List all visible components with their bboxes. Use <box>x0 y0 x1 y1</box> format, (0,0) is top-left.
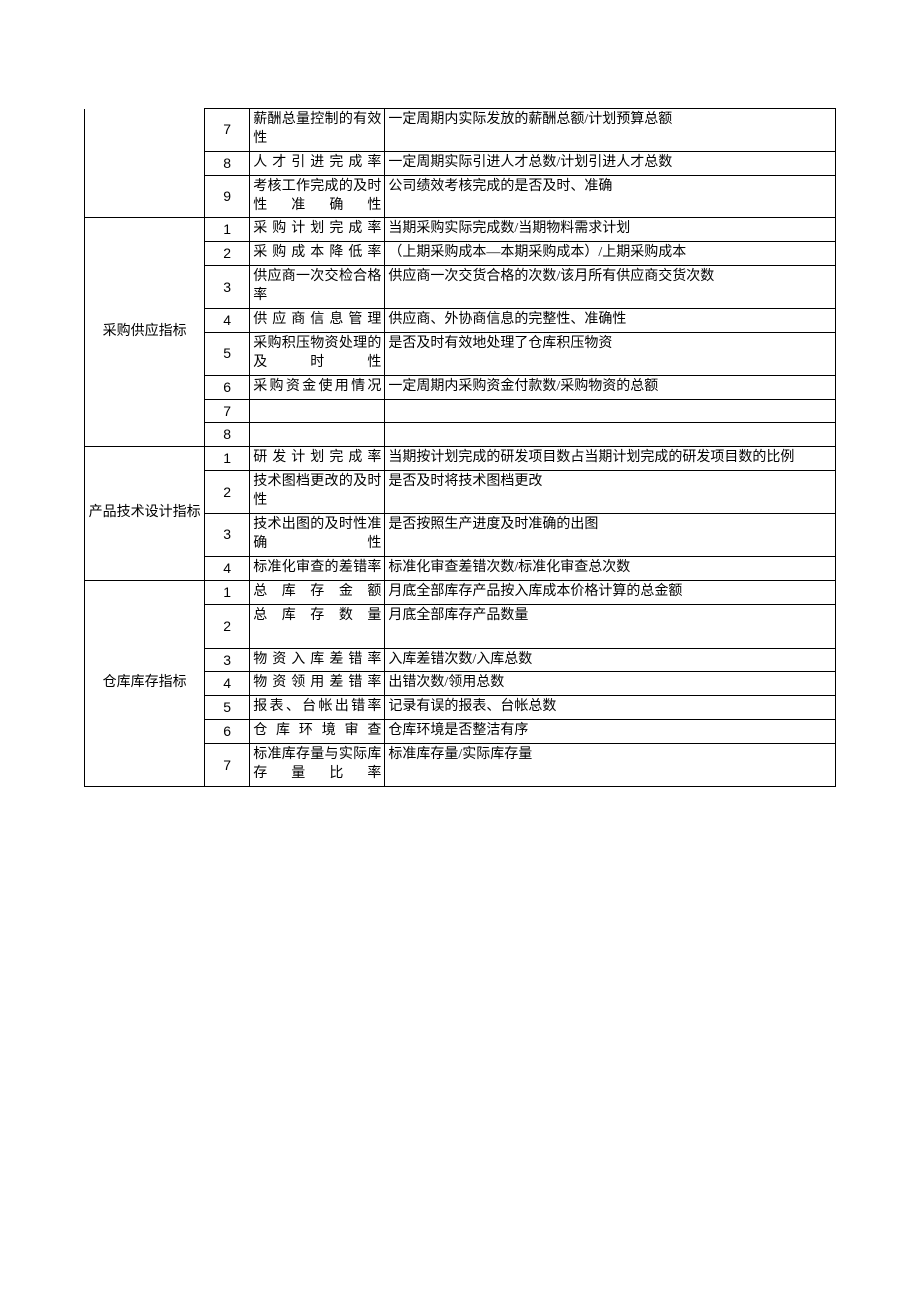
indicator-name: 总库存金额 <box>250 580 385 604</box>
row-number: 2 <box>205 471 250 514</box>
indicator-desc: 仓库环境是否整洁有序 <box>385 720 836 744</box>
indicator-name <box>250 423 385 447</box>
row-number: 4 <box>205 672 250 696</box>
indicator-name: 物资入库差错率 <box>250 648 385 672</box>
indicator-name: 物资领用差错率 <box>250 672 385 696</box>
indicator-name: 仓库环境审查 <box>250 720 385 744</box>
row-number: 4 <box>205 556 250 580</box>
indicator-desc: 出错次数/领用总数 <box>385 672 836 696</box>
indicator-name <box>250 399 385 423</box>
row-number: 1 <box>205 580 250 604</box>
row-number: 2 <box>205 604 250 648</box>
indicator-desc: 一定周期实际引进人才总数/计划引进人才总数 <box>385 151 836 175</box>
row-number: 7 <box>205 744 250 787</box>
indicator-name: 报表、台帐出错率 <box>250 696 385 720</box>
row-number: 5 <box>205 332 250 375</box>
table-row: 采购供应指标1采购计划完成率当期采购实际完成数/当期物料需求计划 <box>85 218 836 242</box>
indicator-name: 供应商一次交检合格率 <box>250 266 385 309</box>
kpi-table: 7薪酬总量控制的有效性一定周期内实际发放的薪酬总额/计划预算总额8人才引进完成率… <box>84 108 836 787</box>
indicator-name: 人才引进完成率 <box>250 151 385 175</box>
category-cell: 产品技术设计指标 <box>85 447 205 580</box>
row-number: 3 <box>205 514 250 557</box>
category-cell <box>85 109 205 218</box>
indicator-name: 考核工作完成的及时性准确性 <box>250 175 385 218</box>
row-number: 6 <box>205 720 250 744</box>
indicator-name: 供应商信息管理 <box>250 309 385 333</box>
indicator-desc: 公司绩效考核完成的是否及时、准确 <box>385 175 836 218</box>
indicator-desc: （上期采购成本—本期采购成本）/上期采购成本 <box>385 242 836 266</box>
table-row: 仓库库存指标1总库存金额月底全部库存产品按入库成本价格计算的总金额 <box>85 580 836 604</box>
indicator-desc: 是否及时将技术图档更改 <box>385 471 836 514</box>
category-cell: 仓库库存指标 <box>85 580 205 786</box>
indicator-desc: 是否及时有效地处理了仓库积压物资 <box>385 332 836 375</box>
row-number: 3 <box>205 266 250 309</box>
indicator-name: 采购计划完成率 <box>250 218 385 242</box>
row-number: 5 <box>205 696 250 720</box>
indicator-desc <box>385 423 836 447</box>
indicator-desc: 月底全部库存产品数量 <box>385 604 836 648</box>
indicator-name: 采购资金使用情况 <box>250 375 385 399</box>
indicator-desc: 标准化审查差错次数/标准化审查总次数 <box>385 556 836 580</box>
row-number: 7 <box>205 399 250 423</box>
indicator-name: 技术图档更改的及时性 <box>250 471 385 514</box>
indicator-name: 薪酬总量控制的有效性 <box>250 109 385 152</box>
indicator-name: 总库存数量 <box>250 604 385 648</box>
indicator-desc: 供应商、外协商信息的完整性、准确性 <box>385 309 836 333</box>
row-number: 7 <box>205 109 250 152</box>
indicator-desc: 一定周期内采购资金付款数/采购物资的总额 <box>385 375 836 399</box>
indicator-desc: 当期按计划完成的研发项目数占当期计划完成的研发项目数的比例 <box>385 447 836 471</box>
row-number: 8 <box>205 423 250 447</box>
indicator-name: 标准库存量与实际库存量比率 <box>250 744 385 787</box>
indicator-name: 研发计划完成率 <box>250 447 385 471</box>
indicator-desc: 入库差错次数/入库总数 <box>385 648 836 672</box>
row-number: 4 <box>205 309 250 333</box>
indicator-desc <box>385 399 836 423</box>
row-number: 1 <box>205 447 250 471</box>
row-number: 1 <box>205 218 250 242</box>
indicator-desc: 是否按照生产进度及时准确的出图 <box>385 514 836 557</box>
row-number: 9 <box>205 175 250 218</box>
indicator-desc: 当期采购实际完成数/当期物料需求计划 <box>385 218 836 242</box>
indicator-desc: 一定周期内实际发放的薪酬总额/计划预算总额 <box>385 109 836 152</box>
indicator-desc: 月底全部库存产品按入库成本价格计算的总金额 <box>385 580 836 604</box>
category-cell: 采购供应指标 <box>85 218 205 447</box>
table-row: 7薪酬总量控制的有效性一定周期内实际发放的薪酬总额/计划预算总额 <box>85 109 836 152</box>
row-number: 8 <box>205 151 250 175</box>
indicator-name: 标准化审查的差错率 <box>250 556 385 580</box>
row-number: 3 <box>205 648 250 672</box>
indicator-name: 采购积压物资处理的及时性 <box>250 332 385 375</box>
table-row: 产品技术设计指标1研发计划完成率当期按计划完成的研发项目数占当期计划完成的研发项… <box>85 447 836 471</box>
indicator-desc: 记录有误的报表、台帐总数 <box>385 696 836 720</box>
row-number: 2 <box>205 242 250 266</box>
indicator-name: 采购成本降低率 <box>250 242 385 266</box>
row-number: 6 <box>205 375 250 399</box>
indicator-desc: 标准库存量/实际库存量 <box>385 744 836 787</box>
indicator-desc: 供应商一次交货合格的次数/该月所有供应商交货次数 <box>385 266 836 309</box>
indicator-name: 技术出图的及时性准确性 <box>250 514 385 557</box>
